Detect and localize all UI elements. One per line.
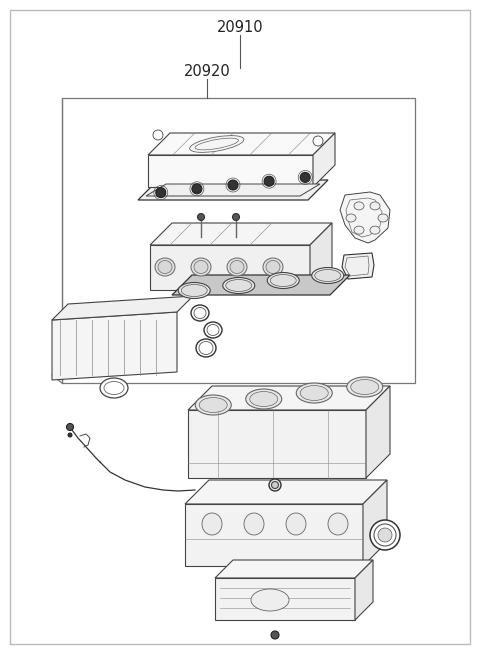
- Text: 20910: 20910: [216, 20, 264, 35]
- Polygon shape: [148, 133, 335, 155]
- Polygon shape: [52, 296, 193, 320]
- Ellipse shape: [158, 260, 172, 273]
- Polygon shape: [188, 386, 390, 410]
- Ellipse shape: [296, 383, 332, 403]
- Polygon shape: [150, 223, 332, 245]
- Ellipse shape: [68, 433, 72, 437]
- Ellipse shape: [223, 277, 255, 294]
- Ellipse shape: [315, 269, 341, 281]
- Ellipse shape: [272, 481, 278, 489]
- Ellipse shape: [246, 389, 282, 409]
- Ellipse shape: [370, 226, 380, 234]
- Ellipse shape: [202, 513, 222, 535]
- Ellipse shape: [230, 260, 244, 273]
- Ellipse shape: [104, 381, 124, 394]
- Polygon shape: [172, 275, 350, 295]
- Ellipse shape: [226, 279, 252, 292]
- Polygon shape: [185, 504, 363, 566]
- Ellipse shape: [266, 260, 280, 273]
- Ellipse shape: [228, 180, 238, 190]
- Ellipse shape: [199, 341, 213, 354]
- Polygon shape: [150, 245, 310, 290]
- Ellipse shape: [250, 392, 278, 407]
- Ellipse shape: [191, 305, 209, 321]
- Polygon shape: [146, 184, 320, 196]
- Ellipse shape: [300, 173, 310, 182]
- Ellipse shape: [190, 135, 244, 152]
- Ellipse shape: [194, 260, 208, 273]
- Ellipse shape: [199, 398, 227, 413]
- Polygon shape: [340, 192, 390, 243]
- Polygon shape: [363, 480, 387, 566]
- Ellipse shape: [347, 377, 383, 397]
- Ellipse shape: [312, 267, 344, 283]
- Ellipse shape: [269, 479, 281, 491]
- Ellipse shape: [195, 138, 239, 150]
- Ellipse shape: [346, 214, 356, 222]
- Ellipse shape: [181, 284, 207, 296]
- Ellipse shape: [270, 275, 296, 286]
- Ellipse shape: [156, 188, 166, 198]
- Ellipse shape: [313, 136, 323, 146]
- Ellipse shape: [227, 258, 247, 276]
- Ellipse shape: [267, 273, 299, 288]
- Ellipse shape: [207, 324, 219, 336]
- Ellipse shape: [196, 339, 216, 357]
- Polygon shape: [355, 560, 373, 620]
- Ellipse shape: [378, 528, 392, 542]
- Ellipse shape: [232, 213, 240, 220]
- Ellipse shape: [378, 214, 388, 222]
- Ellipse shape: [191, 258, 211, 276]
- Ellipse shape: [264, 176, 274, 186]
- Ellipse shape: [351, 379, 379, 394]
- Text: 20920: 20920: [184, 65, 230, 80]
- Ellipse shape: [155, 258, 175, 276]
- Polygon shape: [62, 98, 415, 383]
- Polygon shape: [185, 480, 387, 504]
- Polygon shape: [215, 560, 373, 578]
- Polygon shape: [148, 155, 313, 187]
- Ellipse shape: [67, 424, 73, 430]
- Ellipse shape: [370, 520, 400, 550]
- Ellipse shape: [178, 283, 210, 298]
- Polygon shape: [188, 410, 366, 478]
- Ellipse shape: [195, 395, 231, 415]
- Polygon shape: [342, 253, 374, 279]
- Ellipse shape: [328, 513, 348, 535]
- Polygon shape: [10, 10, 470, 644]
- Ellipse shape: [354, 202, 364, 210]
- Ellipse shape: [263, 258, 283, 276]
- Ellipse shape: [370, 202, 380, 210]
- Ellipse shape: [153, 130, 163, 140]
- Polygon shape: [310, 223, 332, 290]
- Polygon shape: [138, 180, 328, 200]
- Ellipse shape: [100, 378, 128, 398]
- Ellipse shape: [300, 385, 328, 400]
- Ellipse shape: [194, 307, 206, 318]
- Ellipse shape: [374, 524, 396, 546]
- Polygon shape: [313, 133, 335, 187]
- Ellipse shape: [197, 213, 204, 220]
- Polygon shape: [366, 386, 390, 478]
- Ellipse shape: [192, 184, 202, 194]
- Ellipse shape: [244, 513, 264, 535]
- Ellipse shape: [354, 226, 364, 234]
- Ellipse shape: [271, 631, 279, 639]
- Ellipse shape: [204, 322, 222, 338]
- Ellipse shape: [286, 513, 306, 535]
- Ellipse shape: [251, 589, 289, 611]
- Polygon shape: [52, 312, 177, 380]
- Polygon shape: [215, 578, 355, 620]
